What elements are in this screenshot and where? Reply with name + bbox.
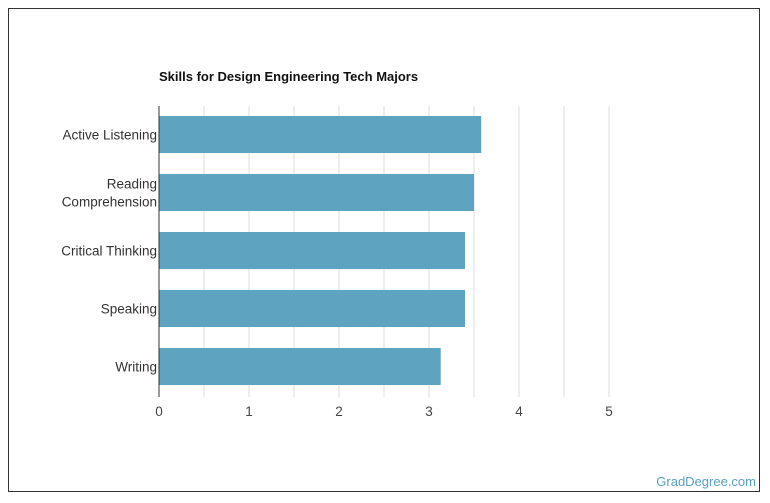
x-tick-label: 5 bbox=[605, 404, 613, 419]
bar bbox=[159, 232, 465, 269]
chart-title: Skills for Design Engineering Tech Major… bbox=[159, 69, 418, 84]
x-tick-label: 1 bbox=[245, 404, 253, 419]
graddegree-brand-link[interactable]: GradDegree.com bbox=[656, 474, 756, 489]
x-tick-label: 2 bbox=[335, 404, 343, 419]
category-label: Reading Comprehension bbox=[62, 177, 157, 210]
bar bbox=[159, 290, 465, 327]
x-tick-label: 4 bbox=[515, 404, 523, 419]
category-label: Critical Thinking bbox=[61, 244, 157, 259]
category-label: Writing bbox=[115, 360, 157, 375]
bar bbox=[159, 348, 441, 385]
category-label: Speaking bbox=[101, 302, 157, 317]
x-tick-labels: 0 1 2 3 4 5 bbox=[155, 404, 613, 419]
bar bbox=[159, 116, 482, 153]
category-label: Active Listening bbox=[62, 128, 157, 143]
x-tick-label: 0 bbox=[155, 404, 163, 419]
x-tick-label: 3 bbox=[425, 404, 433, 419]
bars bbox=[159, 116, 482, 385]
bar bbox=[159, 174, 474, 211]
category-labels: Active Listening Reading Comprehension Crit… bbox=[61, 128, 157, 375]
